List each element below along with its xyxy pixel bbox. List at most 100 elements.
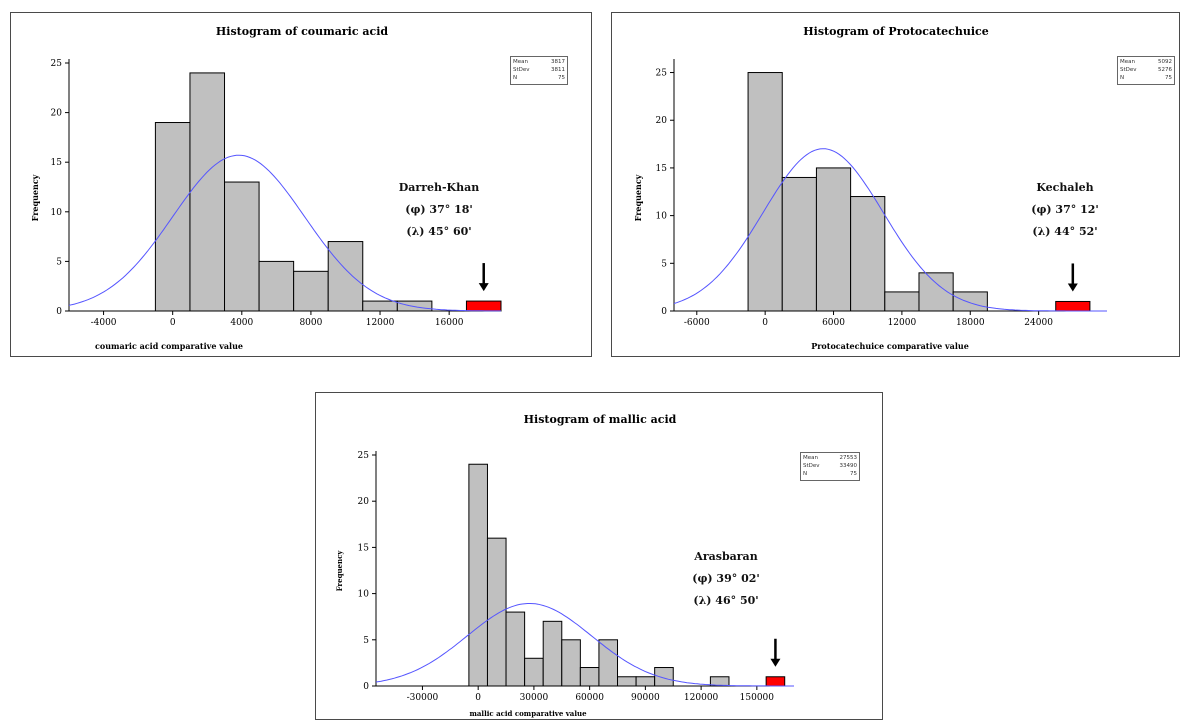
histogram-bar: [617, 676, 637, 687]
y-tick-label: 10: [358, 590, 370, 600]
histogram-bar: [815, 167, 852, 312]
histogram-bar: [579, 667, 600, 687]
histogram-bar: [396, 300, 433, 312]
histogram-bar: [654, 667, 674, 687]
site-latitude: (φ) 37° 18': [405, 203, 473, 216]
stat-label: N: [513, 75, 518, 81]
x-tick-label: -30000: [407, 693, 439, 703]
histogram-bar: [486, 537, 507, 687]
x-tick-label: -6000: [684, 318, 710, 328]
histogram-bar: [542, 620, 563, 687]
down-arrow-head-icon: [1067, 283, 1078, 292]
histogram-bar: [327, 241, 364, 312]
normal-curve: [375, 603, 794, 687]
stats-box: Mean 5092 StDev 5276 N 75: [1117, 56, 1175, 85]
stat-label: Mean: [1120, 59, 1135, 65]
y-tick-label: 0: [363, 682, 369, 692]
down-arrow-head-icon: [770, 658, 781, 667]
stat-label: Mean: [513, 59, 528, 65]
x-tick-label: 18000: [956, 318, 985, 328]
chart-title: Histogram of Protocatechuice: [803, 25, 988, 38]
down-arrow-head-icon: [478, 283, 489, 292]
stat-value: 3817: [551, 59, 565, 65]
x-axis-label: coumaric acid comparative value: [95, 341, 243, 351]
y-tick-label: 20: [51, 109, 63, 119]
histogram-bar: [635, 676, 656, 687]
histogram-bar: [952, 291, 988, 312]
normal-curve: [68, 154, 501, 312]
histogram-bar: [468, 463, 488, 687]
histogram-bar: [561, 639, 581, 687]
y-tick-label: 0: [56, 307, 62, 317]
chart-title: Histogram of mallic acid: [524, 413, 677, 426]
x-tick-label: 90000: [631, 693, 660, 703]
site-annotation: Arasbaran (φ) 39° 02' (λ) 46° 50': [681, 550, 771, 616]
x-axis-label: mallic acid comparative value: [469, 709, 587, 718]
site-longitude: (λ) 44° 52': [1032, 225, 1098, 238]
chart-panel-mallic: Histogram of mallic acid mallic acid com…: [315, 392, 883, 720]
histogram-bar: [884, 291, 920, 312]
y-tick-label: 5: [661, 259, 667, 269]
y-tick-label: 15: [656, 164, 668, 174]
histogram-bar: [781, 176, 817, 312]
y-tick-label: 15: [51, 158, 63, 168]
highlighted-bar: [1055, 300, 1091, 312]
site-annotation: Kechaleh (φ) 37° 12' (λ) 44° 52': [1020, 181, 1110, 247]
histogram-bar: [258, 260, 295, 312]
stat-value: 3811: [551, 67, 565, 73]
site-name: Arasbaran: [694, 550, 758, 563]
stat-value: 33490: [839, 463, 858, 469]
y-tick-label: 10: [656, 212, 668, 222]
chart-panel-protocatechuice: Histogram of Protocatechuice Protocatech…: [611, 12, 1180, 357]
histogram-bar: [224, 181, 260, 312]
stat-label: N: [803, 471, 808, 477]
histogram-bar: [709, 676, 730, 687]
x-tick-label: 120000: [684, 693, 719, 703]
highlighted-bar: [765, 676, 786, 687]
stat-label: StDev: [803, 463, 820, 469]
stats-box: Mean 27553 StDev 33490 N 75: [800, 452, 860, 481]
stat-value: 75: [558, 75, 565, 81]
stats-box: Mean 3817 StDev 3811 N 75: [510, 56, 568, 85]
site-longitude: (λ) 46° 50': [693, 594, 759, 607]
x-tick-label: 6000: [822, 318, 845, 328]
x-tick-label: -4000: [91, 318, 117, 328]
x-tick-label: 0: [475, 693, 481, 703]
x-tick-label: 60000: [575, 693, 604, 703]
y-tick-label: 10: [51, 208, 63, 218]
y-tick-label: 20: [656, 116, 668, 126]
histogram-bar: [362, 300, 398, 312]
y-tick-label: 5: [363, 636, 369, 646]
site-annotation: Darreh-Khan (φ) 37° 18' (λ) 45° 60': [389, 181, 489, 247]
x-tick-label: 150000: [740, 693, 775, 703]
x-tick-label: 8000: [299, 318, 322, 328]
x-tick-label: 4000: [230, 318, 253, 328]
histogram-mallic-svg: Histogram of mallic acid mallic acid com…: [335, 413, 794, 718]
stat-value: 75: [1165, 75, 1172, 81]
site-name: Kechaleh: [1036, 181, 1094, 194]
site-longitude: (λ) 45° 60': [406, 225, 472, 238]
site-latitude: (φ) 37° 12': [1031, 203, 1099, 216]
stat-label: N: [1120, 75, 1125, 81]
histogram-bar: [850, 196, 886, 312]
histogram-bar: [598, 639, 619, 687]
stat-value: 27553: [839, 455, 858, 461]
y-tick-label: 5: [56, 257, 62, 267]
site-name: Darreh-Khan: [398, 181, 480, 194]
y-tick-label: 20: [358, 497, 370, 507]
site-latitude: (φ) 39° 02': [692, 572, 760, 585]
y-axis-label: Frequency: [335, 550, 344, 592]
x-tick-label: 0: [170, 318, 176, 328]
y-tick-label: 0: [661, 307, 667, 317]
stat-value: 5276: [1158, 67, 1172, 73]
histogram-coumaric-svg: Histogram of coumaric acid coumaric acid…: [30, 25, 502, 351]
stat-label: Mean: [803, 455, 818, 461]
stat-label: StDev: [513, 67, 530, 73]
normal-curve: [673, 148, 1107, 312]
y-axis-label: Frequency: [633, 174, 643, 221]
histogram-bar: [524, 657, 544, 687]
y-tick-label: 25: [358, 451, 370, 461]
stat-value: 5092: [1158, 59, 1172, 65]
x-tick-label: 16000: [435, 318, 464, 328]
x-tick-label: 0: [762, 318, 768, 328]
